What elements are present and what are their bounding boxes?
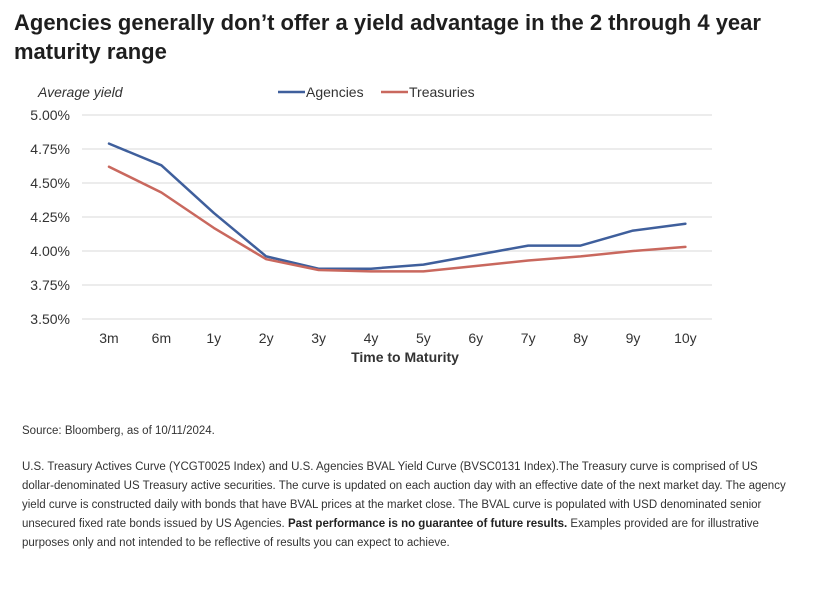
y-axis-ticks: 5.00% 4.75% 4.50% 4.25% 4.00% 3.75% 3.50% <box>30 107 70 327</box>
notes-text: U.S. Treasury Actives Curve (YCGT0025 In… <box>22 461 786 530</box>
legend-label: Treasuries <box>409 84 475 100</box>
x-tick-label: 5y <box>416 330 431 346</box>
disclaimer-bold: Past performance is no guarantee of futu… <box>287 518 568 530</box>
y-axis-label: Average yield <box>37 84 124 100</box>
source-note: Source: Bloomberg, as of 10/11/2024. <box>22 425 215 437</box>
line-chart: Average yield Agencies Treasuries 5.00% 4.… <box>30 84 712 365</box>
series-line-treasuries <box>107 165 687 273</box>
x-tick-label: 10y <box>674 330 697 346</box>
series-line-agencies <box>107 142 687 270</box>
x-tick-label: 1y <box>206 330 221 346</box>
x-axis-label: Time to Maturity <box>351 349 459 365</box>
x-tick-label: 9y <box>626 330 641 346</box>
x-tick-label: 3y <box>311 330 326 346</box>
x-tick-label: 6y <box>468 330 483 346</box>
gridlines <box>82 114 712 320</box>
y-tick-label: 3.75% <box>30 277 70 293</box>
y-tick-label: 3.50% <box>30 311 70 327</box>
notes-end: Examples provided are for illustrative p… <box>22 518 759 549</box>
x-tick-label: 4y <box>364 330 379 346</box>
x-tick-label: 6m <box>152 330 171 346</box>
x-tick-label: 7y <box>521 330 536 346</box>
x-axis-ticks: 3m 6m 1y 2y 3y 4y 5y 6y 7y 8y 9y 10y <box>99 330 696 346</box>
chart-title: Agencies generally don’t offer a yield a… <box>14 10 761 64</box>
y-tick-label: 4.00% <box>30 243 70 259</box>
y-tick-label: 5.00% <box>30 107 70 123</box>
x-tick-label: 2y <box>259 330 274 346</box>
methodology-notes: U.S. Treasury Actives Curve (YCGT0025 In… <box>22 458 792 553</box>
legend: Agencies Treasuries <box>278 84 475 100</box>
x-tick-label: 3m <box>99 330 118 346</box>
y-tick-label: 4.75% <box>30 141 70 157</box>
series-lines <box>107 142 687 273</box>
y-tick-label: 4.25% <box>30 209 70 225</box>
y-tick-label: 4.50% <box>30 175 70 191</box>
x-tick-label: 8y <box>573 330 588 346</box>
legend-label: Agencies <box>306 84 364 100</box>
